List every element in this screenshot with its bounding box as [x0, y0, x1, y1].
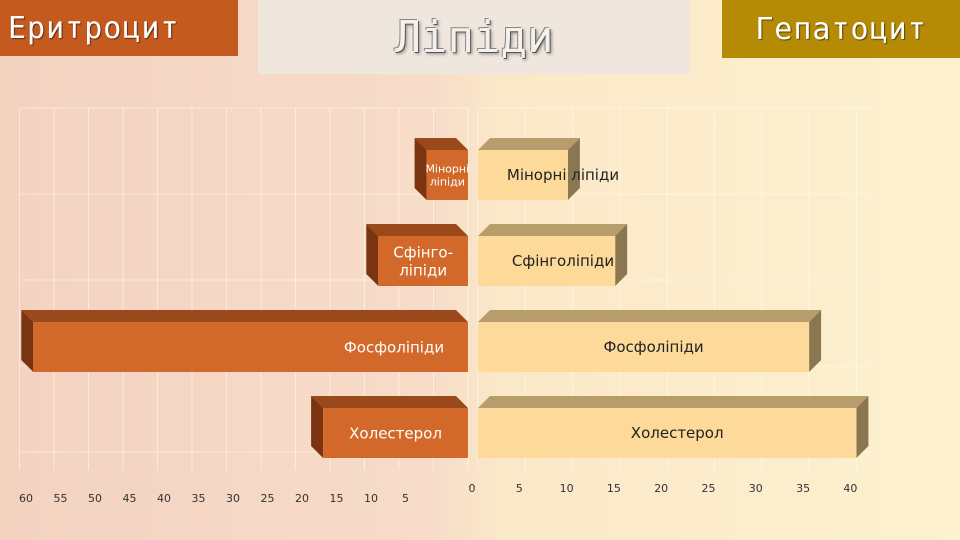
- right-axis-tick-label: 40: [843, 482, 857, 495]
- right-bar-label: Сфінголіпіди: [512, 252, 614, 270]
- left-axis-tick-label: 60: [19, 492, 33, 505]
- left-axis-tick-label: 25: [261, 492, 275, 505]
- left-axis-tick-label: 5: [402, 492, 409, 505]
- left-bar-top: [366, 224, 468, 236]
- left-bar-side: [311, 396, 324, 458]
- chart-title-box: Ліпіди: [258, 0, 690, 74]
- right-axis-tick-label: 35: [796, 482, 810, 495]
- right-bar-top: [478, 396, 869, 408]
- left-bar-side: [21, 310, 34, 372]
- left-axis-tick-label: 15: [330, 492, 344, 505]
- left-bar-top: [21, 310, 469, 322]
- right-bar-label: Фосфоліпіди: [603, 338, 703, 356]
- left-axis-tick-label: 40: [157, 492, 171, 505]
- hepatocyte-label: Гепатоцит: [722, 0, 960, 58]
- left-axis-tick-label: 30: [226, 492, 240, 505]
- right-bar: [478, 408, 857, 458]
- right-bar-label: Мінорні ліпіди: [507, 166, 619, 184]
- hepatocyte-label-text: Гепатоцит: [755, 11, 927, 47]
- chart-ticks: 6560555045403530252015105051015202530354…: [19, 482, 857, 505]
- right-bar-top: [478, 138, 580, 150]
- right-bar: [478, 236, 616, 286]
- left-bar-label: Сфінго-ліпіди: [393, 243, 453, 279]
- chart-title: Ліпіди: [394, 11, 554, 63]
- left-bar: [426, 150, 468, 200]
- chart-bars: Мінорні ліпіди Сфінго-ліпіди Фосфоліпіди Хол…: [21, 138, 869, 458]
- right-bar-top: [478, 224, 628, 236]
- left-bar-label: Холестерол: [349, 424, 442, 442]
- right-axis-tick-label: 0: [469, 482, 476, 495]
- left-axis-tick-label: 35: [192, 492, 206, 505]
- left-bar-top: [311, 396, 468, 408]
- left-bar: [323, 408, 468, 458]
- right-axis-tick-label: 5: [516, 482, 523, 495]
- left-bar: [33, 322, 469, 372]
- left-axis-tick-label: 20: [295, 492, 309, 505]
- right-bar-side: [567, 138, 580, 200]
- right-bar-side: [615, 224, 628, 286]
- left-axis-tick-label: 45: [123, 492, 137, 505]
- left-axis-tick-label: 10: [364, 492, 378, 505]
- left-axis-tick-label: 50: [88, 492, 102, 505]
- left-bar: [378, 236, 468, 286]
- left-bar-label: Мінорні ліпіди: [425, 162, 469, 188]
- left-bar-side: [414, 138, 427, 200]
- left-axis-tick-label: 55: [54, 492, 68, 505]
- right-axis-tick-label: 10: [560, 482, 574, 495]
- right-axis-tick-label: 30: [749, 482, 763, 495]
- right-axis-tick-label: 15: [607, 482, 621, 495]
- right-axis-tick-label: 25: [702, 482, 716, 495]
- right-bar-side: [856, 396, 869, 458]
- left-bar-label: Фосфоліпіди: [344, 338, 444, 356]
- right-bar: [478, 322, 810, 372]
- right-bar-side: [809, 310, 822, 372]
- right-bar-top: [478, 310, 822, 322]
- left-bar-side: [366, 224, 379, 286]
- erythrocyte-label: Еритроцит: [0, 0, 238, 56]
- right-axis-tick-label: 20: [654, 482, 668, 495]
- erythrocyte-label-text: Еритроцит: [8, 10, 180, 46]
- left-bar-top: [414, 138, 468, 150]
- right-bar: [478, 150, 568, 200]
- right-bar-label: Холестерол: [631, 424, 724, 442]
